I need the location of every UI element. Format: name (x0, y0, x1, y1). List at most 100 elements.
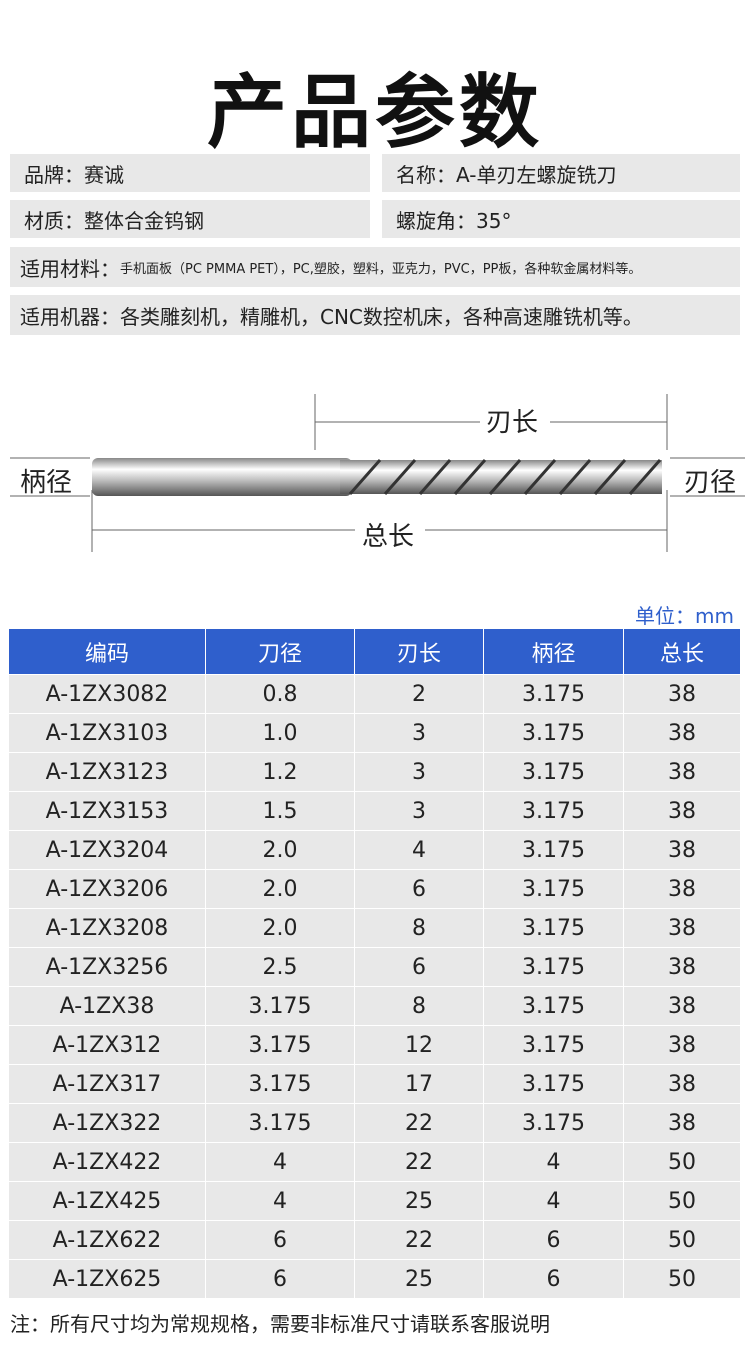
table-cell: 3.175 (483, 908, 624, 948)
table-cell: 38 (623, 1103, 741, 1143)
table-row: A-1ZX3204 2.0 4 3.175 38 (8, 830, 741, 870)
table-cell: 38 (623, 1025, 741, 1065)
shank-diameter-label: 柄径 (20, 468, 73, 498)
table-cell: 2.5 (205, 947, 355, 987)
table-cell: A-1ZX622 (8, 1220, 206, 1260)
table-cell: 3.175 (483, 752, 624, 792)
table-cell: A-1ZX625 (8, 1259, 206, 1299)
blade-length-label: 刃长 (486, 408, 539, 438)
table-cell: 3.175 (483, 869, 624, 909)
table-cell: 6 (483, 1220, 624, 1260)
table-cell: 38 (623, 947, 741, 987)
spec-materials: 适用材料： 手机面板（PC PMMA PET），PC,塑胶，塑料，亚克力，PVC，… (10, 247, 740, 287)
table-cell: A-1ZX422 (8, 1142, 206, 1182)
table-cell: 8 (354, 986, 484, 1026)
table-cell: 4 (483, 1142, 624, 1182)
table-cell: 1.2 (205, 752, 355, 792)
total-length-label: 总长 (362, 522, 415, 552)
column-header: 编码 (8, 628, 206, 675)
materials-label: 适用材料： (20, 256, 120, 281)
unit-label: 单位：mm (635, 604, 734, 628)
table-cell: A-1ZX322 (8, 1103, 206, 1143)
table-cell: 22 (354, 1142, 484, 1182)
spec-machines: 适用机器：各类雕刻机，精雕机，CNC数控机床，各种高速雕铣机等。 (10, 295, 740, 335)
table-cell: 50 (623, 1259, 741, 1299)
table-row: A-1ZX3256 2.5 6 3.175 38 (8, 947, 741, 987)
table-cell: 2.0 (205, 830, 355, 870)
table-cell: A-1ZX3153 (8, 791, 206, 831)
table-row: A-1ZX625 6 25 6 50 (8, 1259, 741, 1299)
spec-table: 编码 刀径 刃长 柄径 总长 A-1ZX3082 0.8 2 3.175 38 A-1ZX3103… (8, 628, 741, 1299)
table-cell: A-1ZX3082 (8, 674, 206, 714)
table-cell: 4 (354, 830, 484, 870)
column-header: 总长 (623, 628, 741, 675)
table-cell: 2 (354, 674, 484, 714)
table-cell: 1.5 (205, 791, 355, 831)
table-row: A-1ZX3206 2.0 6 3.175 38 (8, 869, 741, 909)
table-cell: A-1ZX317 (8, 1064, 206, 1104)
table-cell: 6 (354, 869, 484, 909)
table-cell: 25 (354, 1181, 484, 1221)
table-header: 编码 刀径 刃长 柄径 总长 (8, 628, 741, 675)
spec-helix: 螺旋角：35° (382, 200, 740, 238)
table-cell: 50 (623, 1220, 741, 1260)
table-cell: 3.175 (205, 986, 355, 1026)
table-cell: 22 (354, 1103, 484, 1143)
spec-name: 名称：A-单刃左螺旋铣刀 (382, 154, 740, 192)
table-row: A-1ZX3103 1.0 3 3.175 38 (8, 713, 741, 753)
shank (92, 458, 352, 496)
table-cell: 3.175 (483, 986, 624, 1026)
table-cell: 38 (623, 791, 741, 831)
spec-brand: 品牌：赛诚 (10, 154, 370, 192)
table-cell: 3.175 (205, 1103, 355, 1143)
table-cell: 38 (623, 986, 741, 1026)
table-row: A-1ZX622 6 22 6 50 (8, 1220, 741, 1260)
table-row: A-1ZX312 3.175 12 3.175 38 (8, 1025, 741, 1065)
table-cell: 4 (205, 1142, 355, 1182)
table-cell: 6 (205, 1259, 355, 1299)
table-cell: 25 (354, 1259, 484, 1299)
table-cell: A-1ZX38 (8, 986, 206, 1026)
table-cell: 3.175 (205, 1025, 355, 1065)
table-cell: A-1ZX3208 (8, 908, 206, 948)
table-cell: 3 (354, 791, 484, 831)
table-row: A-1ZX3208 2.0 8 3.175 38 (8, 908, 741, 948)
table-row: A-1ZX422 4 22 4 50 (8, 1142, 741, 1182)
table-cell: 3.175 (483, 791, 624, 831)
table-cell: A-1ZX3256 (8, 947, 206, 987)
table-row: A-1ZX3153 1.5 3 3.175 38 (8, 791, 741, 831)
table-cell: 38 (623, 908, 741, 948)
spec-material: 材质：整体合金钨钢 (10, 200, 370, 238)
table-cell: 6 (205, 1220, 355, 1260)
table-cell: A-1ZX3204 (8, 830, 206, 870)
page-title: 产品参数 (207, 66, 543, 159)
footnote: 注：所有尺寸均为常规规格，需要非标准尺寸请联系客服说明 (10, 1312, 550, 1336)
table-cell: A-1ZX425 (8, 1181, 206, 1221)
table-cell: 3 (354, 713, 484, 753)
table-cell: 8 (354, 908, 484, 948)
table-cell: 4 (483, 1181, 624, 1221)
table-row: A-1ZX322 3.175 22 3.175 38 (8, 1103, 741, 1143)
table-cell: 3 (354, 752, 484, 792)
tool-diagram: 刃长 柄径 刃径 总长 (0, 380, 750, 570)
table-cell: A-1ZX3103 (8, 713, 206, 753)
table-cell: 38 (623, 752, 741, 792)
table-cell: 2.0 (205, 869, 355, 909)
table-cell: 4 (205, 1181, 355, 1221)
table-cell: 3.175 (483, 947, 624, 987)
column-header: 刀径 (205, 628, 355, 675)
table-cell: 6 (483, 1259, 624, 1299)
table-cell: A-1ZX3123 (8, 752, 206, 792)
table-cell: A-1ZX312 (8, 1025, 206, 1065)
table-row: A-1ZX425 4 25 4 50 (8, 1181, 741, 1221)
table-cell: 22 (354, 1220, 484, 1260)
column-header: 柄径 (483, 628, 624, 675)
table-row: A-1ZX3082 0.8 2 3.175 38 (8, 674, 741, 714)
table-cell: 38 (623, 869, 741, 909)
table-cell: 50 (623, 1142, 741, 1182)
table-cell: 3.175 (483, 1103, 624, 1143)
column-header: 刃长 (354, 628, 484, 675)
table-cell: 3.175 (205, 1064, 355, 1104)
table-row: A-1ZX3123 1.2 3 3.175 38 (8, 752, 741, 792)
table-row: A-1ZX317 3.175 17 3.175 38 (8, 1064, 741, 1104)
